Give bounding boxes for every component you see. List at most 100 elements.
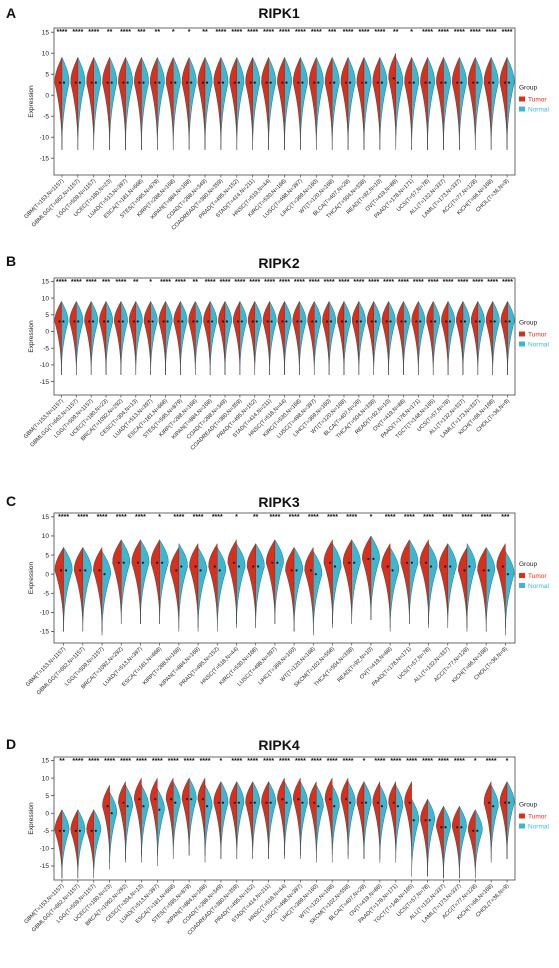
median-point-normal xyxy=(174,81,177,84)
median-point-normal xyxy=(78,829,81,832)
median-point-normal xyxy=(506,573,509,576)
median-point-tumor xyxy=(360,81,364,84)
violin-normal xyxy=(389,547,400,632)
median-point-tumor xyxy=(154,798,157,801)
violin-normal xyxy=(269,301,277,375)
median-point-normal xyxy=(380,81,384,84)
significance-label: **** xyxy=(438,29,449,36)
y-axis-label: Expression xyxy=(28,802,35,835)
median-point-normal xyxy=(285,320,288,323)
median-point-tumor xyxy=(185,798,189,801)
median-point-tumor xyxy=(90,81,93,84)
median-point-normal xyxy=(151,320,154,323)
significance-label: * xyxy=(188,29,191,36)
median-point-tumor xyxy=(138,798,141,801)
legend-label-normal: Normal xyxy=(528,342,550,349)
median-point-tumor xyxy=(58,81,62,84)
median-point-normal xyxy=(301,81,304,84)
median-point-normal xyxy=(106,320,110,323)
violin-normal xyxy=(178,543,188,629)
legend-swatch-normal xyxy=(519,341,525,347)
significance-label: **** xyxy=(486,758,497,765)
median-point-normal xyxy=(364,81,368,84)
significance-label: **** xyxy=(422,29,433,36)
median-point-normal xyxy=(359,320,362,323)
median-point-normal xyxy=(429,565,433,568)
significance-label: **** xyxy=(168,758,179,765)
violin-normal xyxy=(427,57,435,150)
significance-label: **** xyxy=(264,279,275,286)
legend-swatch-normal xyxy=(519,583,525,588)
median-point-tumor xyxy=(132,320,135,323)
violin-normal xyxy=(475,57,483,150)
violin-normal xyxy=(63,547,73,632)
median-point-normal xyxy=(404,320,407,323)
significance-label: **** xyxy=(343,758,354,765)
median-point-normal xyxy=(276,561,279,564)
median-point-normal xyxy=(62,829,66,832)
significance-label: ** xyxy=(393,29,399,36)
violin-normal xyxy=(418,301,426,375)
median-point-normal xyxy=(237,801,240,804)
median-point-normal xyxy=(269,801,272,804)
median-point-tumor xyxy=(463,569,466,572)
median-point-normal xyxy=(333,81,336,84)
violin-normal xyxy=(77,57,86,150)
median-point-tumor xyxy=(408,801,411,804)
median-point-normal xyxy=(94,81,97,84)
median-point-normal xyxy=(237,81,240,84)
significance-label: **** xyxy=(295,29,306,36)
panel-letter: B xyxy=(6,253,16,269)
median-point-tumor xyxy=(281,320,284,323)
median-point-normal xyxy=(161,561,164,564)
median-point-tumor xyxy=(424,81,427,84)
legend-swatch-tumor xyxy=(519,331,525,337)
chart-title: RIPK3 xyxy=(258,494,299,510)
y-tick-label: -5 xyxy=(43,345,49,352)
median-point-normal xyxy=(126,805,129,808)
median-point-tumor xyxy=(489,320,492,323)
median-point-tumor xyxy=(201,798,205,801)
median-point-tumor xyxy=(297,81,300,84)
median-point-tumor xyxy=(147,320,150,323)
significance-label: **** xyxy=(472,279,483,286)
median-point-normal xyxy=(78,81,81,84)
median-point-tumor xyxy=(459,320,463,323)
violin-normal xyxy=(268,57,276,150)
significance-label: **** xyxy=(279,29,290,36)
median-point-normal xyxy=(122,561,125,564)
median-point-tumor xyxy=(252,565,255,568)
median-point-tumor xyxy=(281,798,284,801)
median-point-normal xyxy=(410,561,413,564)
median-point-tumor xyxy=(232,561,236,564)
violin-normal xyxy=(204,784,213,863)
median-point-normal xyxy=(253,81,256,84)
median-point-normal xyxy=(300,320,303,323)
chart-panel-a: A RIPK1 15 10 5 0 -5 -10 -15 Expression Group Tumor… xyxy=(6,5,550,232)
median-point-normal xyxy=(317,81,320,84)
median-point-normal xyxy=(493,320,496,323)
median-point-tumor xyxy=(98,569,101,572)
median-point-tumor xyxy=(177,320,180,323)
significance-label: **** xyxy=(77,514,88,521)
significance-label: **** xyxy=(72,29,83,36)
legend-label-tumor: Tumor xyxy=(528,332,547,339)
median-point-tumor xyxy=(400,320,403,323)
median-point-tumor xyxy=(385,320,388,323)
median-point-tumor xyxy=(74,829,77,832)
significance-label: * xyxy=(363,758,366,765)
median-point-tumor xyxy=(367,557,370,560)
violin-normal xyxy=(220,57,229,150)
violin-normal xyxy=(76,301,84,376)
significance-label: **** xyxy=(324,279,335,286)
median-point-tumor xyxy=(90,829,93,832)
significance-label: ** xyxy=(155,29,161,36)
significance-label: **** xyxy=(462,514,473,521)
legend-label-normal: Normal xyxy=(528,824,550,831)
significance-label: * xyxy=(149,279,152,286)
legend-label-normal: Normal xyxy=(528,107,550,114)
significance-label: **** xyxy=(215,29,226,36)
violin-normal xyxy=(475,809,483,879)
median-point-normal xyxy=(295,569,298,572)
